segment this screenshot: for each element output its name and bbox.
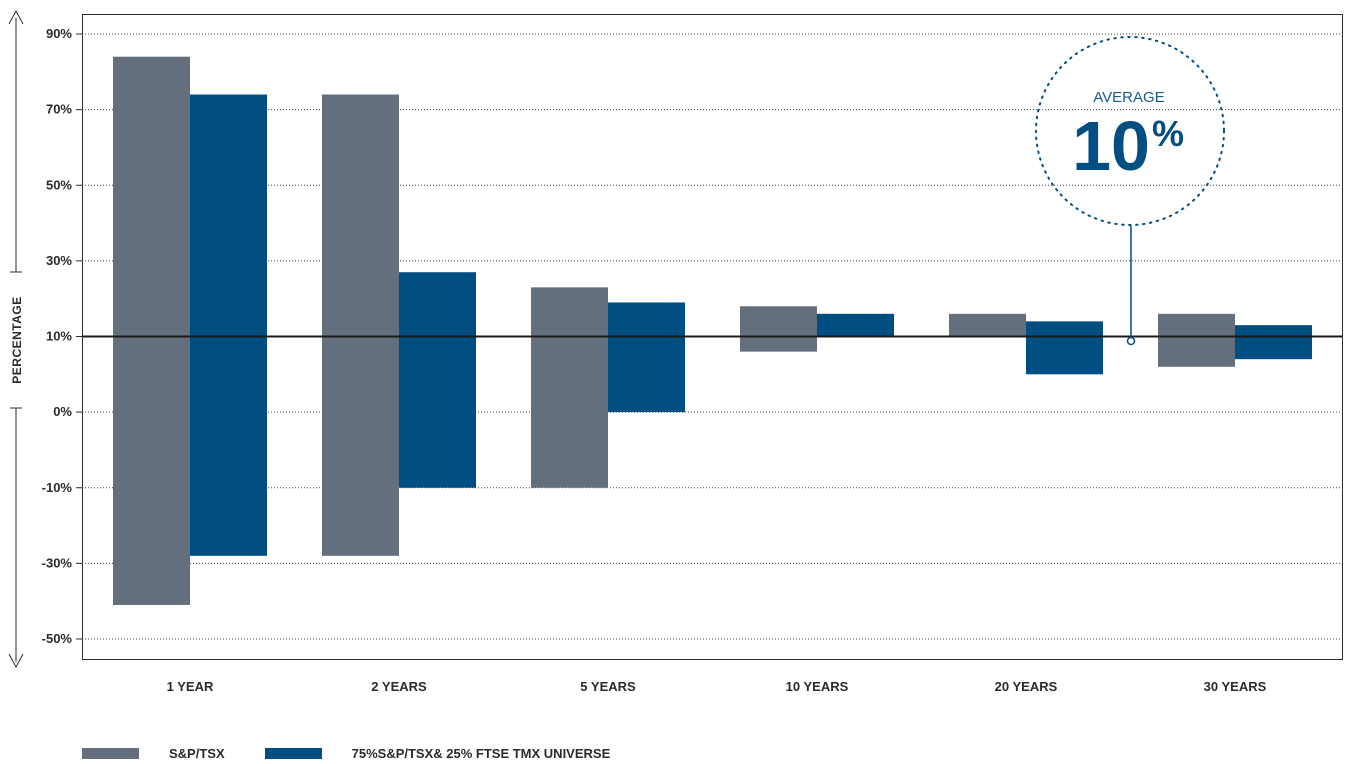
bars-layer (113, 56, 1312, 605)
y-tick-label: 70% (46, 102, 72, 117)
bar-sp-tsx (949, 313, 1026, 337)
plot-frame (82, 14, 1343, 660)
y-tick-label: 90% (46, 26, 72, 41)
y-tick-label: 50% (46, 177, 72, 192)
average-callout-marker (1126, 336, 1136, 346)
y-axis-title: PERCENTAGE (8, 9, 24, 669)
y-tick-label: -50% (42, 631, 73, 646)
y-axis-label: PERCENTAGE (10, 296, 24, 383)
bar-balanced (1026, 321, 1103, 375)
y-tick-label: 30% (46, 253, 72, 268)
legend-item-balanced: 75%S&P/TSX& 25% FTSE TMX UNIVERSE (264, 745, 611, 761)
y-tick-label: -30% (42, 555, 73, 570)
average-callout-circle (1035, 36, 1225, 226)
legend-label-balanced: 75%S&P/TSX& 25% FTSE TMX UNIVERSE (351, 745, 611, 761)
average-callout: AVERAGE 10 % (1035, 36, 1225, 346)
bar-balanced (817, 313, 894, 337)
bar-sp-tsx (740, 306, 817, 352)
labels-layer: 90% 70% 50% 30% 10% 0% -10% -30% -50% 1 YEAR 2 YEA… (42, 26, 1267, 694)
x-tick-label: 2 YEARS (371, 679, 427, 694)
bar-sp-tsx (531, 287, 608, 488)
x-tick-label: 10 YEARS (786, 679, 849, 694)
average-callout-unit: % (1152, 113, 1184, 154)
y-tick-label: 10% (46, 329, 72, 344)
bar-sp-tsx (113, 56, 190, 605)
legend-swatch-sp-tsx (82, 747, 139, 759)
bar-balanced (1235, 325, 1312, 360)
legend-item-sp-tsx: S&P/TSX (82, 746, 225, 761)
average-callout-label: AVERAGE (1093, 89, 1164, 106)
y-tick-label: -10% (42, 480, 73, 495)
bar-sp-tsx (1158, 313, 1235, 367)
x-tick-label: 1 YEAR (167, 679, 214, 694)
legend: S&P/TSX 75%S&P/TSX& 25% FTSE TMX UNIVERS… (82, 744, 650, 762)
legend-label-sp-tsx: S&P/TSX (169, 745, 225, 761)
bar-balanced (190, 94, 267, 556)
x-tick-label: 20 YEARS (995, 679, 1058, 694)
bar-balanced (608, 302, 685, 413)
bar-balanced (399, 272, 476, 488)
y-tick-label: 0% (53, 404, 72, 419)
bar-sp-tsx (322, 94, 399, 556)
average-callout-value: 10 (1072, 107, 1150, 185)
grid-layer (76, 33, 1342, 640)
x-tick-label: 5 YEARS (580, 679, 636, 694)
legend-swatch-balanced (264, 747, 322, 759)
x-tick-label: 30 YEARS (1204, 679, 1267, 694)
